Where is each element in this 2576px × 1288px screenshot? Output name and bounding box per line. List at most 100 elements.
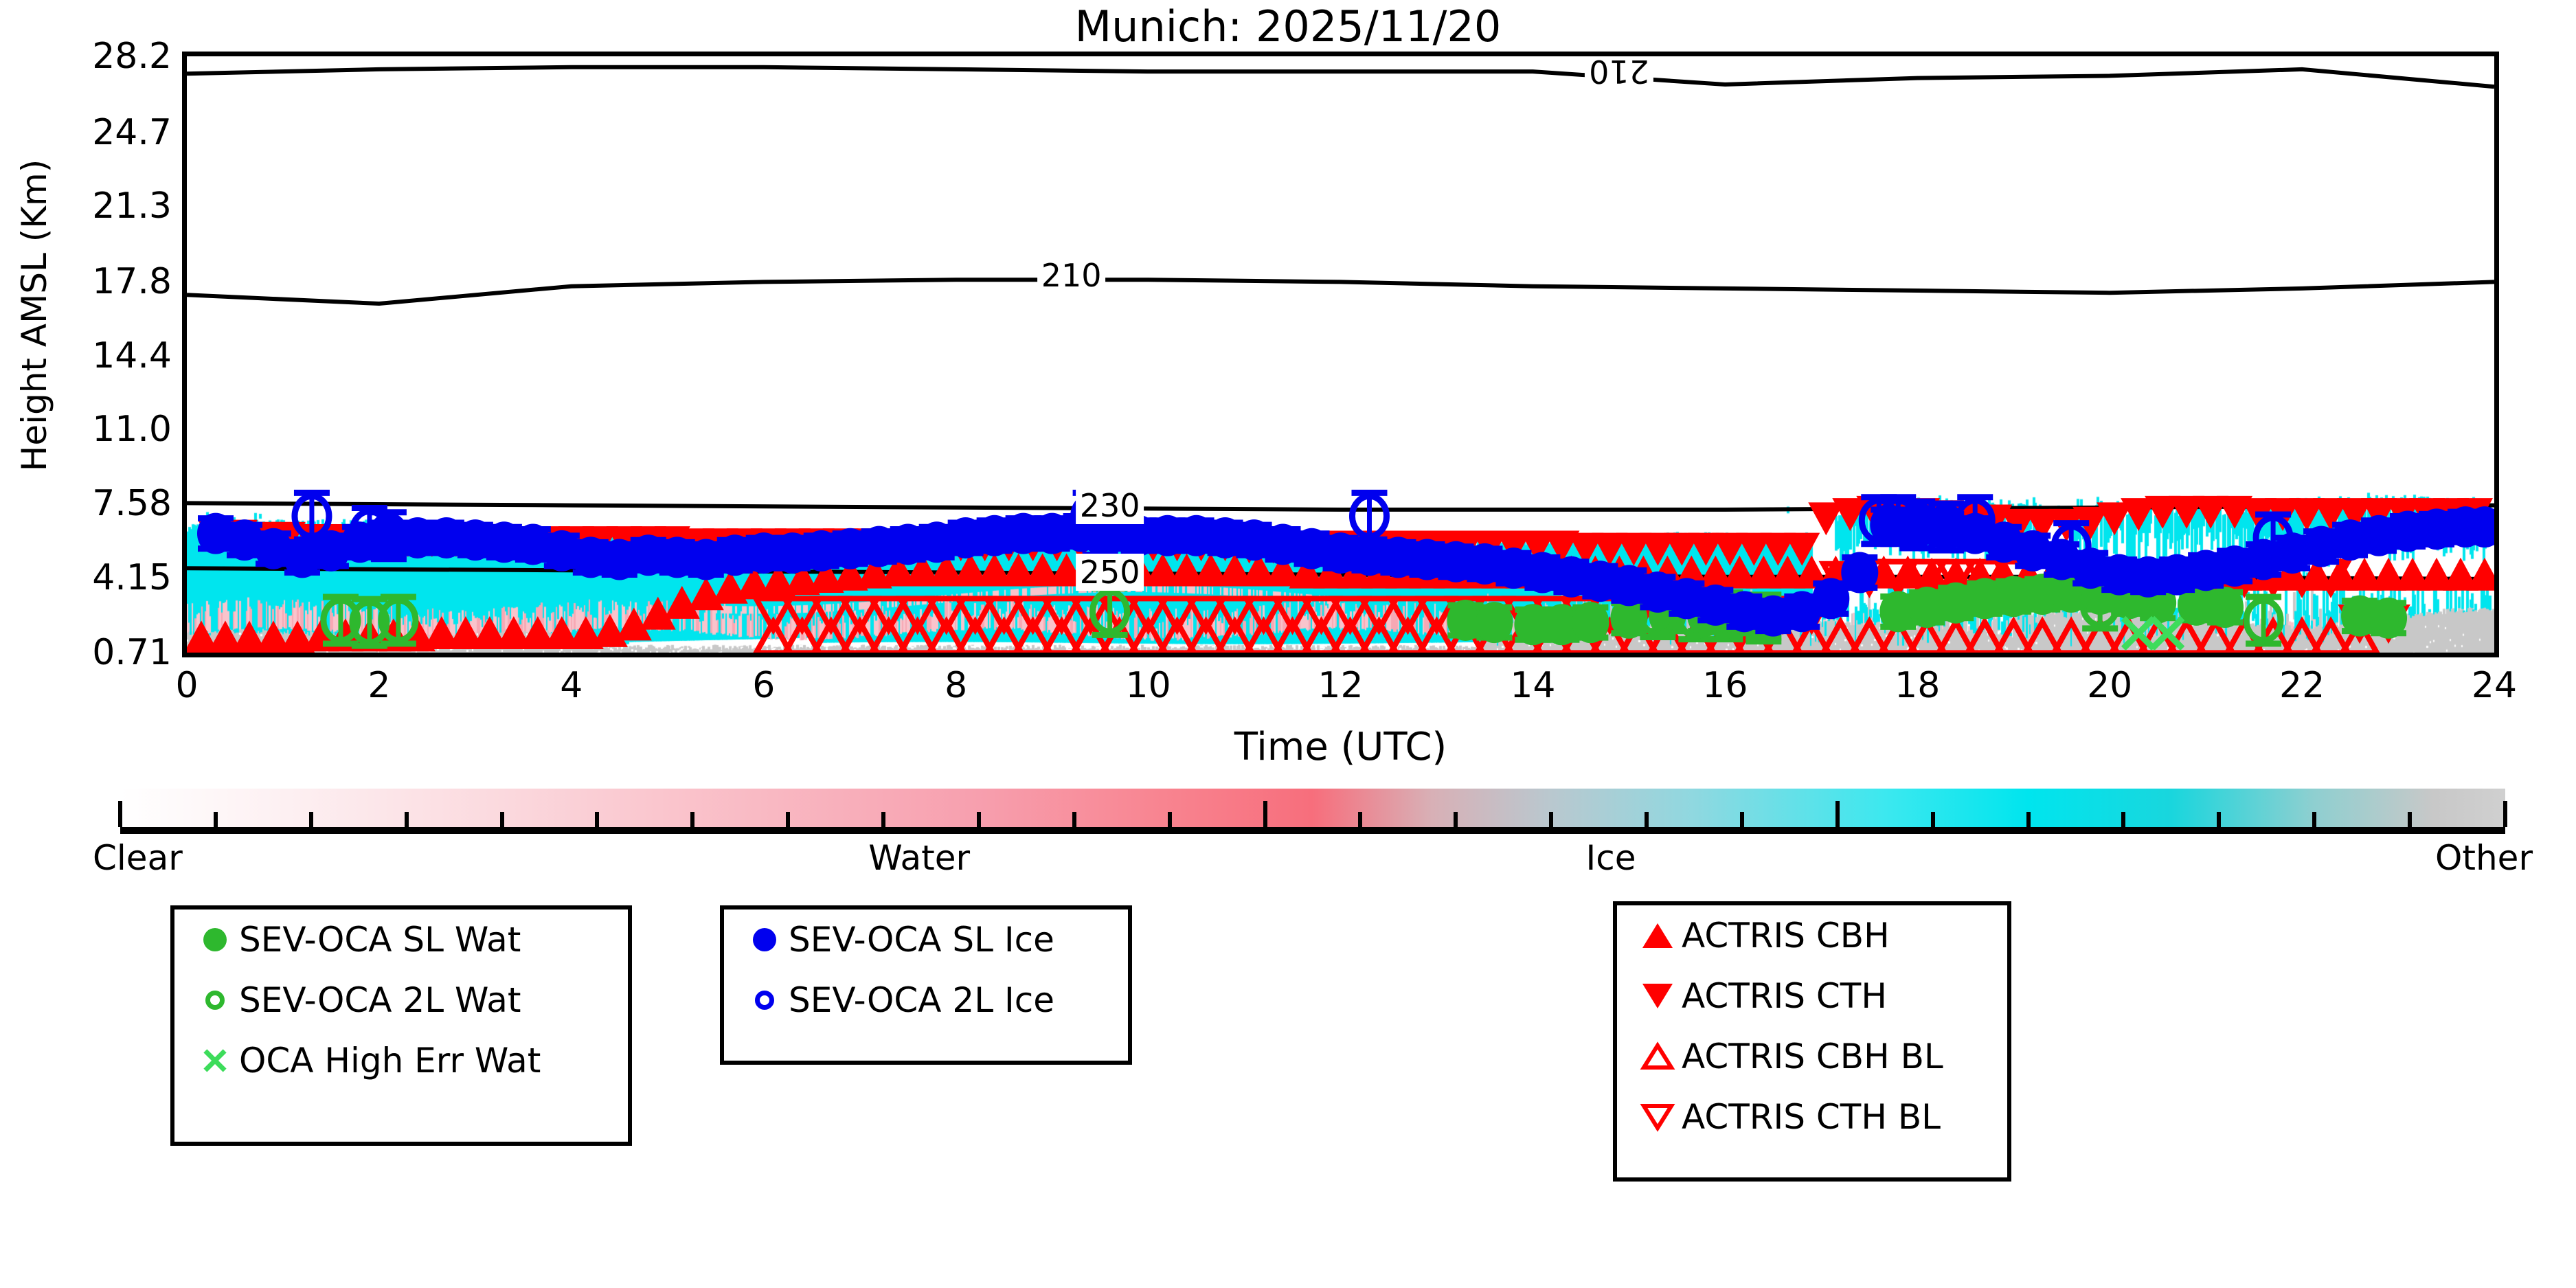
- legend-actris-box[interactable]: ACTRIS CBH ACTRIS CTH ACTRIS CBH BL ACTRIS …: [1613, 901, 2011, 1182]
- sev-oca-sl-marker: [1447, 599, 1484, 641]
- actris-cbh-marker: [880, 553, 916, 587]
- sev-oca-sl-marker: [2101, 554, 2138, 596]
- contour-label: 210: [1037, 256, 1106, 294]
- oca-high-err-marker: [2149, 615, 2185, 651]
- legend-label: ACTRIS CBH BL: [1682, 1037, 1943, 1076]
- actris-cbh-marker: [832, 557, 868, 591]
- actris-cth-marker: [2121, 498, 2157, 532]
- sev-oca-sl-marker: [629, 534, 667, 576]
- sev-oca-sl-marker: [1697, 584, 1735, 626]
- legend-water-box[interactable]: SEV-OCA SL Wat SEV-OCA 2L Wat OCA High Err…: [170, 905, 632, 1146]
- sev-oca-sl-marker: [514, 523, 552, 565]
- x-tick-label: 6: [752, 665, 776, 706]
- x-tick-label: 10: [1125, 665, 1171, 706]
- actris-cth-bl-marker: [1212, 596, 1257, 635]
- sev-oca-sl-marker: [1206, 517, 1244, 558]
- sev-oca-sl-marker: [1639, 571, 1677, 613]
- actris-cbh-marker: [2395, 557, 2431, 591]
- legend-item[interactable]: SEV-OCA SL Ice: [724, 909, 1128, 970]
- oca-high-err-marker: [2121, 615, 2156, 651]
- sev-oca-2l-marker: [2252, 515, 2294, 561]
- sev-oca-sl-marker: [1120, 515, 1157, 556]
- sev-oca-sl-marker: [889, 523, 927, 565]
- actris-cbh-bl-marker: [1128, 616, 1168, 653]
- sev-oca-sl-marker: [2014, 530, 2052, 572]
- actris-cbh-bl-marker: [1877, 616, 1919, 653]
- legend-marker: [191, 991, 239, 1010]
- x-tick-label: 22: [2279, 665, 2325, 706]
- actris-cbh-marker: [615, 607, 652, 641]
- open-triangle-down-icon: [1640, 1104, 1675, 1132]
- actris-cth-bl-marker: [1039, 596, 1084, 635]
- sev-oca-sl-marker: [1754, 595, 1792, 637]
- sev-oca-sl-marker: [1149, 515, 1186, 556]
- legend-item[interactable]: SEV-OCA 2L Ice: [724, 970, 1128, 1030]
- legend-item[interactable]: ACTRIS CTH BL: [1617, 1087, 2007, 1147]
- actris-cth-bl-marker: [1991, 558, 2036, 598]
- actris-cbh-bl-marker: [1243, 616, 1284, 653]
- actris-cth-bl-marker: [1414, 596, 1459, 635]
- legend-item[interactable]: ACTRIS CTH: [1617, 966, 2007, 1026]
- y-tick-label: 14.4: [92, 335, 172, 376]
- sev-oca-sl-marker: [254, 528, 292, 569]
- sev-oca-sl-marker: [2331, 519, 2369, 561]
- sev-oca-sl-marker: [2466, 506, 2494, 548]
- colorbar-tick: [1454, 812, 1458, 827]
- actris-cbh-bl-marker: [897, 616, 938, 653]
- actris-cth-marker: [1808, 502, 1844, 536]
- colorbar-tick: [2312, 812, 2317, 827]
- actris-cbh-bl-marker: [2079, 616, 2121, 653]
- actris-cth-bl-marker: [780, 596, 824, 635]
- legend-item[interactable]: ACTRIS CBH: [1617, 905, 2007, 966]
- actris-cth-bl-marker: [866, 596, 911, 635]
- sev-oca-sl-marker: [2206, 587, 2244, 629]
- sev-oca-sl-marker: [1966, 578, 2004, 620]
- actris-cbh-marker: [256, 620, 291, 653]
- sev-oca-2l-marker: [1954, 497, 1996, 544]
- actris-cbh-bl-marker: [1993, 616, 2034, 653]
- x-tick-label: 2: [368, 665, 391, 706]
- colorbar-tick: [1835, 801, 1840, 827]
- legend-marker: [191, 1047, 239, 1074]
- actris-cth-marker: [1519, 530, 1556, 564]
- sev-oca-sl-marker: [1379, 536, 1417, 578]
- legend-item[interactable]: SEV-OCA 2L Wat: [174, 970, 628, 1030]
- sev-oca-sl-marker: [1033, 512, 1071, 554]
- actris-cbh-marker: [1770, 555, 1806, 589]
- actris-cbh-marker: [187, 620, 219, 653]
- actris-cbh-marker: [1024, 553, 1061, 587]
- sev-oca-sl-marker: [745, 532, 782, 574]
- colorbar-tick: [690, 812, 695, 827]
- actris-cbh-marker: [471, 616, 508, 650]
- sev-oca-sl-marker: [1937, 582, 1975, 624]
- y-tick-label: 17.8: [92, 261, 172, 303]
- actris-cth-marker: [2169, 495, 2205, 529]
- sev-oca-2l-marker: [1897, 501, 1938, 548]
- legend-item[interactable]: SEV-OCA SL Wat: [174, 909, 628, 970]
- actris-cbh-marker: [280, 620, 315, 653]
- actris-cbh-marker: [519, 616, 556, 650]
- actris-cbh-bl-marker: [2050, 616, 2092, 653]
- sev-oca-sl-marker: [283, 536, 321, 578]
- y-tick-label: 11.0: [92, 409, 172, 451]
- actris-cbh-bl-marker: [1214, 616, 1255, 653]
- colorbar-tick: [213, 812, 218, 827]
- sev-oca-sl-marker: [1408, 539, 1446, 580]
- legend-item[interactable]: OCA High Err Wat: [174, 1030, 628, 1091]
- legend-ice-box[interactable]: SEV-OCA SL Ice SEV-OCA 2L Ice: [720, 905, 1132, 1065]
- sev-oca-sl-marker: [2072, 547, 2110, 589]
- legend-marker: [1634, 1103, 1682, 1132]
- actris-cth-bl-marker: [809, 596, 853, 635]
- sev-oca-sl-marker: [1264, 523, 1302, 565]
- actris-cbh-bl-marker: [955, 616, 996, 653]
- actris-cbh-bl-marker: [1013, 616, 1054, 653]
- colorbar-gradient: [120, 789, 2505, 827]
- legend-item[interactable]: ACTRIS CBH BL: [1617, 1026, 2007, 1087]
- sev-oca-sl-marker: [485, 521, 523, 563]
- actris-cth-bl-marker: [1184, 596, 1228, 635]
- actris-cth-marker: [2361, 498, 2397, 532]
- chart-title: Munich: 2025/11/20: [1074, 1, 1502, 52]
- actris-cbh-bl-marker: [984, 616, 1025, 653]
- sev-oca-sl-marker: [2187, 550, 2225, 591]
